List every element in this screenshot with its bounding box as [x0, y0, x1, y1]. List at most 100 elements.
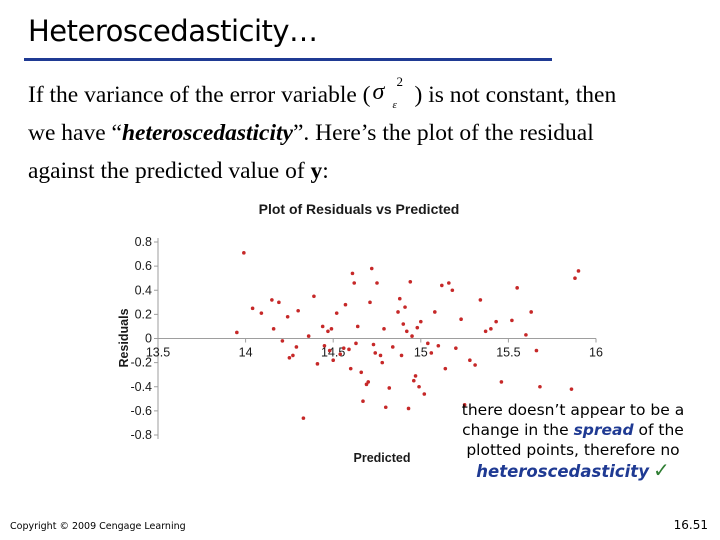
data-point — [473, 363, 477, 367]
data-point — [277, 300, 281, 305]
body-line-3: against the predicted value of y: — [28, 152, 718, 190]
x-tick-label: 14 — [239, 346, 253, 360]
body-text-1a: If the variance of the error variable ( — [28, 82, 371, 108]
data-point — [450, 288, 455, 293]
body-text-2a: we have “ — [28, 120, 122, 146]
data-point — [296, 308, 300, 313]
data-point — [417, 384, 421, 389]
y-tick-label: 0.6 — [135, 259, 152, 273]
data-point — [348, 366, 353, 371]
data-point — [291, 353, 295, 358]
data-point — [408, 280, 413, 284]
data-point — [529, 310, 533, 314]
sigma-symbol: σ — [372, 79, 385, 105]
heteroscedasticity-term: heteroscedasticity — [121, 120, 293, 146]
annotation-text-2b: of the — [633, 421, 684, 439]
body-text-3b: : — [322, 158, 329, 184]
data-point — [468, 358, 472, 363]
annotation-callout: there doesn’t appear to be a change in t… — [448, 400, 698, 482]
data-point — [397, 296, 402, 301]
data-point — [280, 339, 285, 343]
data-point — [285, 314, 290, 319]
data-point — [459, 317, 463, 321]
data-point — [406, 406, 411, 411]
data-point — [426, 341, 430, 346]
data-point — [419, 319, 423, 324]
data-point — [382, 327, 386, 331]
data-point — [334, 311, 339, 315]
data-point — [576, 269, 581, 273]
data-point — [326, 329, 330, 334]
y-ticks: 0.8 0.6 0.4 0.2 0 -0.2 -0.4 -0.6 -0.8 — [130, 235, 158, 442]
data-point — [422, 392, 427, 396]
data-point — [361, 399, 365, 404]
y-tick-label: 0.8 — [135, 235, 152, 249]
data-point — [366, 380, 371, 384]
chart-title: Plot of Residuals vs Predicted — [259, 201, 460, 217]
body-line-1: If the variance of the error variable (σ… — [28, 74, 718, 114]
x-tick-label: 16 — [589, 346, 603, 360]
data-point — [454, 346, 458, 350]
x-axis-label: Predicted — [354, 451, 411, 465]
data-point — [359, 370, 364, 375]
copyright-footer: Copyright © 2009 Cengage Learning — [10, 521, 186, 532]
data-point — [489, 327, 493, 331]
y-tick-label: 0.4 — [135, 283, 152, 297]
data-point — [259, 311, 264, 315]
data-point — [312, 294, 316, 299]
data-point — [410, 334, 414, 338]
data-point — [383, 405, 388, 410]
slide-title: Heteroscedasticity… — [28, 14, 318, 48]
data-point — [368, 300, 372, 305]
spread-term: spread — [573, 421, 634, 439]
data-point — [373, 351, 378, 355]
data-point — [250, 306, 255, 311]
annotation-line-3: plotted points, therefore no — [466, 441, 680, 459]
y-tick-label: -0.6 — [130, 404, 152, 418]
y-tick-label: -0.4 — [130, 380, 152, 394]
data-point — [350, 271, 355, 276]
data-point — [320, 324, 325, 329]
residual-scatter-chart: Plot of Residuals vs Predicted Residuals… — [117, 201, 603, 465]
data-point — [483, 329, 488, 334]
data-point — [401, 322, 406, 326]
data-point — [534, 348, 539, 353]
data-point — [390, 345, 395, 349]
data-point — [338, 352, 343, 356]
data-point — [569, 387, 574, 391]
data-point — [355, 324, 360, 329]
data-points — [235, 251, 581, 420]
data-point — [352, 281, 357, 285]
data-point — [573, 276, 577, 280]
annotation-line-4: heteroscedasticity ✓ — [448, 460, 698, 482]
data-point — [354, 341, 358, 346]
data-point — [429, 351, 434, 355]
x-tick-label: 13.5 — [146, 346, 170, 360]
data-point — [538, 384, 542, 389]
page-number: 16.51 — [673, 518, 708, 532]
data-point — [343, 302, 348, 307]
data-point — [515, 286, 519, 290]
data-point — [380, 360, 385, 365]
data-point — [396, 310, 400, 314]
data-point — [331, 358, 335, 363]
body-paragraph: If the variance of the error variable (σ… — [28, 74, 718, 190]
x-tick-label: 15 — [414, 346, 428, 360]
data-point — [271, 327, 276, 331]
data-point — [322, 343, 327, 348]
data-point — [235, 330, 239, 335]
y-tick-label: -0.2 — [130, 356, 152, 370]
data-point — [478, 298, 483, 302]
body-text-3a: against the predicted value of — [28, 158, 311, 184]
data-point — [369, 266, 374, 271]
data-point — [499, 380, 504, 384]
data-point — [329, 327, 334, 331]
y-variable: y — [310, 158, 323, 184]
body-text-2b: ”. Here’s the plot of the residual — [292, 120, 594, 146]
data-point — [447, 281, 451, 285]
data-point — [347, 347, 351, 352]
y-tick-label: 0 — [145, 332, 152, 346]
data-point — [494, 319, 498, 324]
data-point — [436, 343, 441, 348]
title-underline — [24, 58, 552, 61]
